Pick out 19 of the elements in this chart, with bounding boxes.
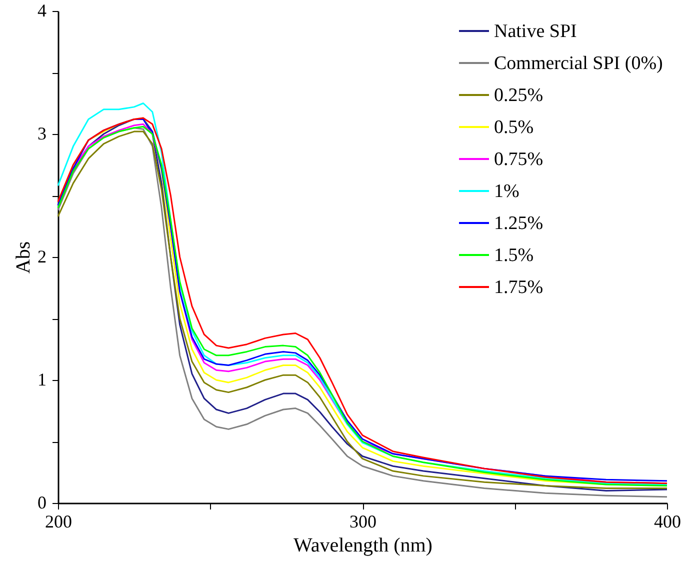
y-tick-label: 1	[38, 370, 46, 390]
x-tick-label: 200	[45, 512, 72, 532]
y-tick-label: 3	[38, 124, 46, 144]
legend-label: Commercial SPI (0%)	[494, 53, 663, 74]
y-tick-label: 0	[38, 492, 46, 512]
x-axis-title: Wavelength (nm)	[294, 534, 432, 556]
legend-label: 1%	[494, 181, 520, 202]
legend-label: 0.25%	[494, 85, 544, 106]
y-axis-title: Abs	[12, 241, 34, 274]
x-tick-label: 400	[654, 512, 681, 532]
legend-label: 0.75%	[494, 149, 544, 170]
legend-label: 1.75%	[494, 277, 544, 298]
x-tick-label: 300	[350, 512, 376, 532]
y-tick-label: 4	[38, 0, 46, 20]
legend-label: 0.5%	[494, 117, 534, 138]
legend-label: 1.25%	[494, 213, 544, 234]
y-tick-label: 2	[38, 246, 46, 266]
legend-label: Native SPI	[494, 21, 577, 42]
legend-label: 1.5%	[494, 245, 534, 266]
